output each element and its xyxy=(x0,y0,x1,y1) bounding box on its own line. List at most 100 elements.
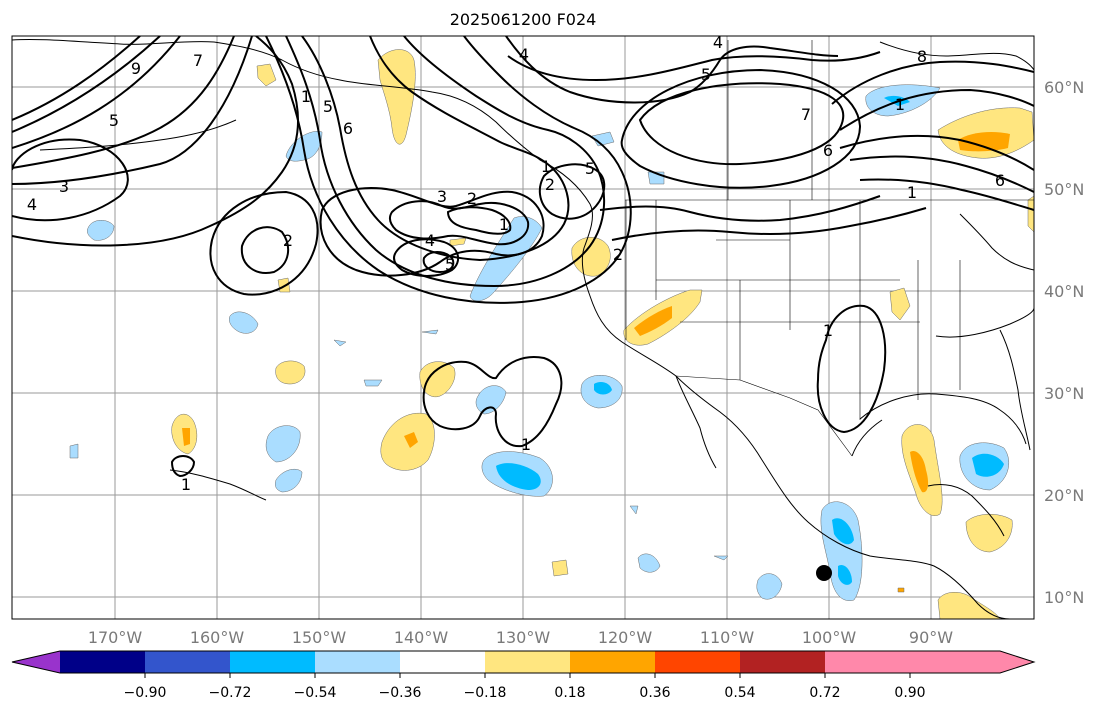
contour-label: 6 xyxy=(823,141,833,160)
contour-lines xyxy=(12,36,1034,478)
negative-anomaly-region xyxy=(637,553,661,573)
negative-anomaly-core xyxy=(496,463,541,490)
contour-label: 1 xyxy=(823,321,833,340)
positive-anomaly-region xyxy=(275,360,306,385)
colorbar-segment xyxy=(740,651,825,673)
contour-label: 5 xyxy=(445,255,455,274)
negative-anomaly-region xyxy=(275,469,303,493)
colorbar-segment xyxy=(230,651,315,673)
contour-label: 1 xyxy=(907,183,917,202)
contour-label: 4 xyxy=(713,33,723,52)
hudson-bay-coast xyxy=(879,41,1034,71)
longitude-labels: 170°W 160°W 150°W 140°W 130°W 120°W 110°… xyxy=(88,628,953,647)
negative-anomaly-region xyxy=(87,220,115,241)
contour-line xyxy=(507,51,881,82)
contour-line xyxy=(12,36,141,121)
colorbar-segment xyxy=(60,651,145,673)
colorbar-segment xyxy=(485,651,570,673)
contour-label: 9 xyxy=(131,59,141,78)
colorbar-tick-label: −0.72 xyxy=(209,685,252,701)
contour-label: 8 xyxy=(917,47,927,66)
contour-line xyxy=(12,36,235,169)
contour-line xyxy=(209,190,319,296)
contour-label: 6 xyxy=(995,171,1005,190)
contour-line xyxy=(831,60,1034,105)
contour-line xyxy=(538,163,606,220)
colorbar-segment xyxy=(315,651,400,673)
florida-coast xyxy=(999,329,1031,451)
map-frame xyxy=(11,35,1035,620)
negative-anomaly-region xyxy=(713,555,729,561)
contour-label: 6 xyxy=(343,119,353,138)
contour-line xyxy=(12,36,161,133)
contour-label: 1 xyxy=(521,435,531,454)
contour-labels: 9 7 5 4 3 2 1 6 5 4 3 2 1 5 2 4 5 2 1 1 xyxy=(27,33,1005,494)
colorbar-tick-label: −0.90 xyxy=(124,685,167,701)
contour-line xyxy=(12,36,253,185)
contour-label: 1 xyxy=(541,157,551,176)
contour-line xyxy=(170,455,196,478)
colorbar-segment xyxy=(570,651,655,673)
colorbar-tick-label: 0.36 xyxy=(639,685,670,701)
lat-label: 10°N xyxy=(1044,588,1084,607)
contour-line xyxy=(620,68,862,189)
contour-label: 5 xyxy=(323,97,333,116)
contour-line xyxy=(12,36,299,247)
lon-label: 160°W xyxy=(190,628,245,647)
contour-label: 5 xyxy=(109,111,119,130)
negative-anomaly-core xyxy=(972,453,1004,477)
contour-label: 1 xyxy=(895,95,905,114)
lon-label: 90°W xyxy=(909,628,953,647)
contour-label: 2 xyxy=(545,175,555,194)
contour-label: 5 xyxy=(701,65,711,84)
contour-line xyxy=(12,36,181,149)
colorbar-outline xyxy=(11,650,1036,674)
lat-label: 60°N xyxy=(1044,78,1084,97)
contour-label: 2 xyxy=(467,189,477,208)
contour-line xyxy=(393,238,460,277)
contour-line xyxy=(816,304,887,434)
colorbar-tick-label: 0.72 xyxy=(809,685,840,701)
negative-anomaly-core xyxy=(838,564,852,585)
contour-label: 4 xyxy=(425,231,435,250)
negative-anomaly-region xyxy=(475,385,507,415)
colorbar-tick-label: −0.36 xyxy=(379,685,422,701)
positive-anomaly-region xyxy=(571,237,611,277)
contour-line xyxy=(265,36,632,304)
lon-label: 140°W xyxy=(394,628,449,647)
us-mexico-border xyxy=(675,375,853,457)
map-title: 2025061200 F024 xyxy=(450,10,597,29)
colorbar-segment xyxy=(655,651,740,673)
contour-line xyxy=(301,36,570,262)
positive-anomaly-core xyxy=(182,428,190,446)
contour-label: 3 xyxy=(437,187,447,206)
positive-anomaly-core xyxy=(958,132,1010,152)
contour-label: 7 xyxy=(193,51,203,70)
positive-anomaly-region xyxy=(889,287,911,321)
contour-line xyxy=(446,206,512,235)
contour-label: 2 xyxy=(613,245,623,264)
lat-label: 30°N xyxy=(1044,384,1084,403)
positive-anomaly-core xyxy=(910,450,929,493)
positive-anomaly-region xyxy=(1027,195,1034,233)
colorbar-tick-label: 0.90 xyxy=(894,685,925,701)
baja-california-coast xyxy=(675,375,717,469)
contour-line xyxy=(505,36,839,104)
great-lakes-shore xyxy=(959,213,1034,271)
gulf-of-mexico-coast xyxy=(859,393,1027,445)
atlantic-seaboard xyxy=(935,307,1034,338)
colorbar-tick-label: 0.18 xyxy=(554,685,585,701)
positive-anomaly-region xyxy=(551,559,569,577)
negative-anomaly-region xyxy=(756,573,783,600)
colorbar: −0.90 −0.72 −0.54 −0.36 −0.18 0.18 0.36 … xyxy=(11,650,1036,701)
negative-anomaly-region xyxy=(363,379,383,387)
lon-label: 100°W xyxy=(802,628,857,647)
yucatan-coast xyxy=(927,483,1005,537)
contour-line xyxy=(422,356,563,448)
colorbar-segment xyxy=(400,651,485,673)
latitude-labels: 60°N 50°N 40°N 30°N 20°N 10°N xyxy=(1044,78,1084,607)
positive-anomaly-shading xyxy=(171,49,1034,619)
colorbar-ticks xyxy=(144,673,911,678)
contour-label: 1 xyxy=(301,87,311,106)
